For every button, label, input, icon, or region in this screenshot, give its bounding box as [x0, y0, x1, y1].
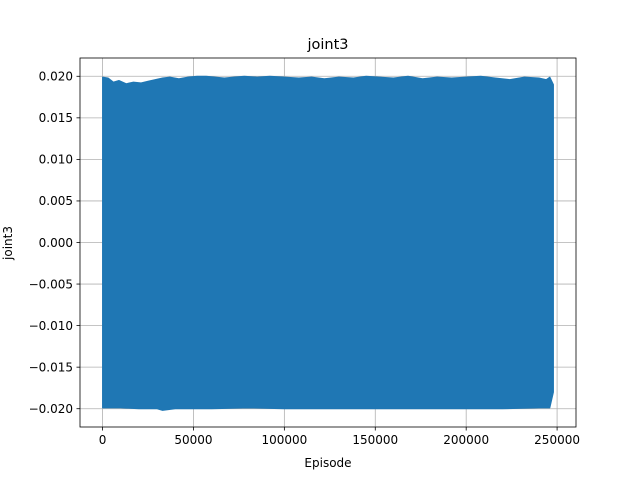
series-band [102, 75, 554, 411]
x-tick-label: 100000 [261, 433, 307, 447]
y-tick-label: −0.015 [29, 360, 73, 374]
y-tick-label: 0.020 [39, 70, 73, 84]
x-tick-label: 200000 [443, 433, 489, 447]
x-axis: 0 50000 100000 150000 200000 250000 [99, 427, 580, 447]
chart-title: joint3 [306, 37, 348, 53]
y-tick-label: 0.000 [39, 236, 73, 250]
y-tick-label: 0.010 [39, 153, 73, 167]
x-tick-label: 0 [99, 433, 107, 447]
x-tick-label: 150000 [352, 433, 398, 447]
y-axis-label: joint3 [1, 226, 15, 261]
y-tick-label: 0.015 [39, 111, 73, 125]
x-tick-label: 50000 [174, 433, 212, 447]
series-layer [102, 75, 554, 411]
x-tick-label: 250000 [534, 433, 580, 447]
y-tick-label: −0.020 [29, 402, 73, 416]
y-tick-label: 0.005 [39, 194, 73, 208]
y-tick-label: −0.010 [29, 319, 73, 333]
x-axis-label: Episode [304, 456, 351, 470]
y-tick-label: −0.005 [29, 277, 73, 291]
y-axis: −0.020 −0.015 −0.010 −0.005 0.000 0.005 0.010 0… [29, 70, 80, 416]
